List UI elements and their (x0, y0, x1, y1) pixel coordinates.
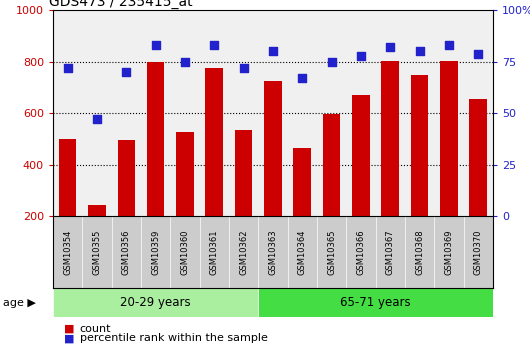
Bar (53, 288, 258, 317)
Bar (264, 80, 282, 216)
Point (416, 49, 424, 54)
Text: GSM10359: GSM10359 (151, 229, 160, 275)
Text: GSM10365: GSM10365 (327, 229, 336, 275)
Point (474, 51, 482, 56)
Bar (53, 216, 493, 288)
Point (210, 42, 218, 48)
Bar (382, 61, 399, 216)
Text: GDS473 / 235415_at: GDS473 / 235415_at (49, 0, 192, 9)
Bar (176, 132, 194, 216)
Text: percentile rank within the sample: percentile rank within the sample (80, 333, 267, 343)
Text: GSM10370: GSM10370 (474, 229, 483, 275)
Text: GSM10366: GSM10366 (357, 229, 365, 275)
Text: GSM10354: GSM10354 (63, 229, 72, 275)
Bar (294, 148, 311, 216)
Point (181, 59, 189, 65)
Text: ■: ■ (64, 333, 74, 343)
Bar (352, 95, 370, 216)
Point (269, 49, 277, 54)
Point (152, 42, 160, 48)
Bar (411, 75, 428, 216)
Text: GSM10356: GSM10356 (122, 229, 131, 275)
Bar (59, 139, 76, 216)
Text: GSM10360: GSM10360 (181, 229, 189, 275)
Point (93, 117, 101, 122)
Bar (440, 61, 458, 216)
Text: age ▶: age ▶ (3, 298, 36, 308)
Point (328, 59, 336, 65)
Point (122, 69, 130, 75)
Text: 65-71 years: 65-71 years (340, 296, 411, 309)
Text: 20-29 years: 20-29 years (120, 296, 191, 309)
Bar (258, 288, 493, 317)
Bar (470, 99, 487, 216)
Bar (88, 205, 106, 216)
Point (386, 45, 394, 50)
Text: GSM10362: GSM10362 (239, 229, 248, 275)
Text: GSM10368: GSM10368 (415, 229, 424, 275)
Point (240, 65, 248, 71)
Bar (118, 140, 135, 216)
Text: GSM10364: GSM10364 (298, 229, 307, 275)
Text: count: count (80, 324, 111, 334)
Text: ■: ■ (64, 324, 74, 334)
Text: GSM10363: GSM10363 (269, 229, 277, 275)
Text: GSM10361: GSM10361 (210, 229, 219, 275)
Bar (53, 10, 493, 216)
Point (298, 76, 306, 81)
Point (357, 53, 365, 58)
Bar (323, 115, 340, 216)
Bar (147, 62, 164, 216)
Text: GSM10355: GSM10355 (93, 229, 101, 275)
Point (445, 42, 453, 48)
Bar (206, 68, 223, 216)
Point (64, 65, 72, 71)
Text: GSM10369: GSM10369 (445, 229, 453, 275)
Bar (235, 130, 252, 216)
Text: GSM10367: GSM10367 (386, 229, 395, 275)
